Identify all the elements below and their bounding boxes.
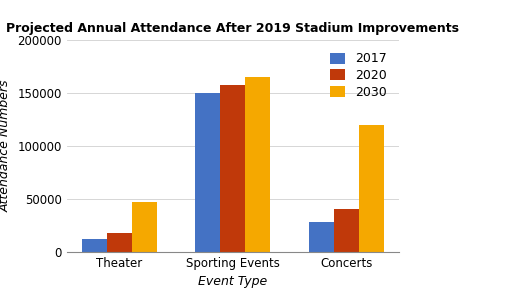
Title: Projected Annual Attendance After 2019 Stadium Improvements: Projected Annual Attendance After 2019 S… [7, 21, 459, 35]
Bar [245, 77, 270, 252]
Bar [221, 85, 245, 252]
Legend: 2017, 2020, 2030: 2017, 2020, 2030 [324, 46, 393, 105]
Y-axis label: Attendance Numbers: Attendance Numbers [0, 80, 12, 212]
Bar [196, 93, 221, 252]
X-axis label: Event Type: Event Type [198, 275, 268, 288]
Bar [359, 125, 384, 252]
Bar [309, 222, 334, 252]
Bar [334, 209, 359, 252]
Bar [132, 202, 157, 252]
Bar [106, 233, 132, 252]
Bar [82, 239, 106, 252]
